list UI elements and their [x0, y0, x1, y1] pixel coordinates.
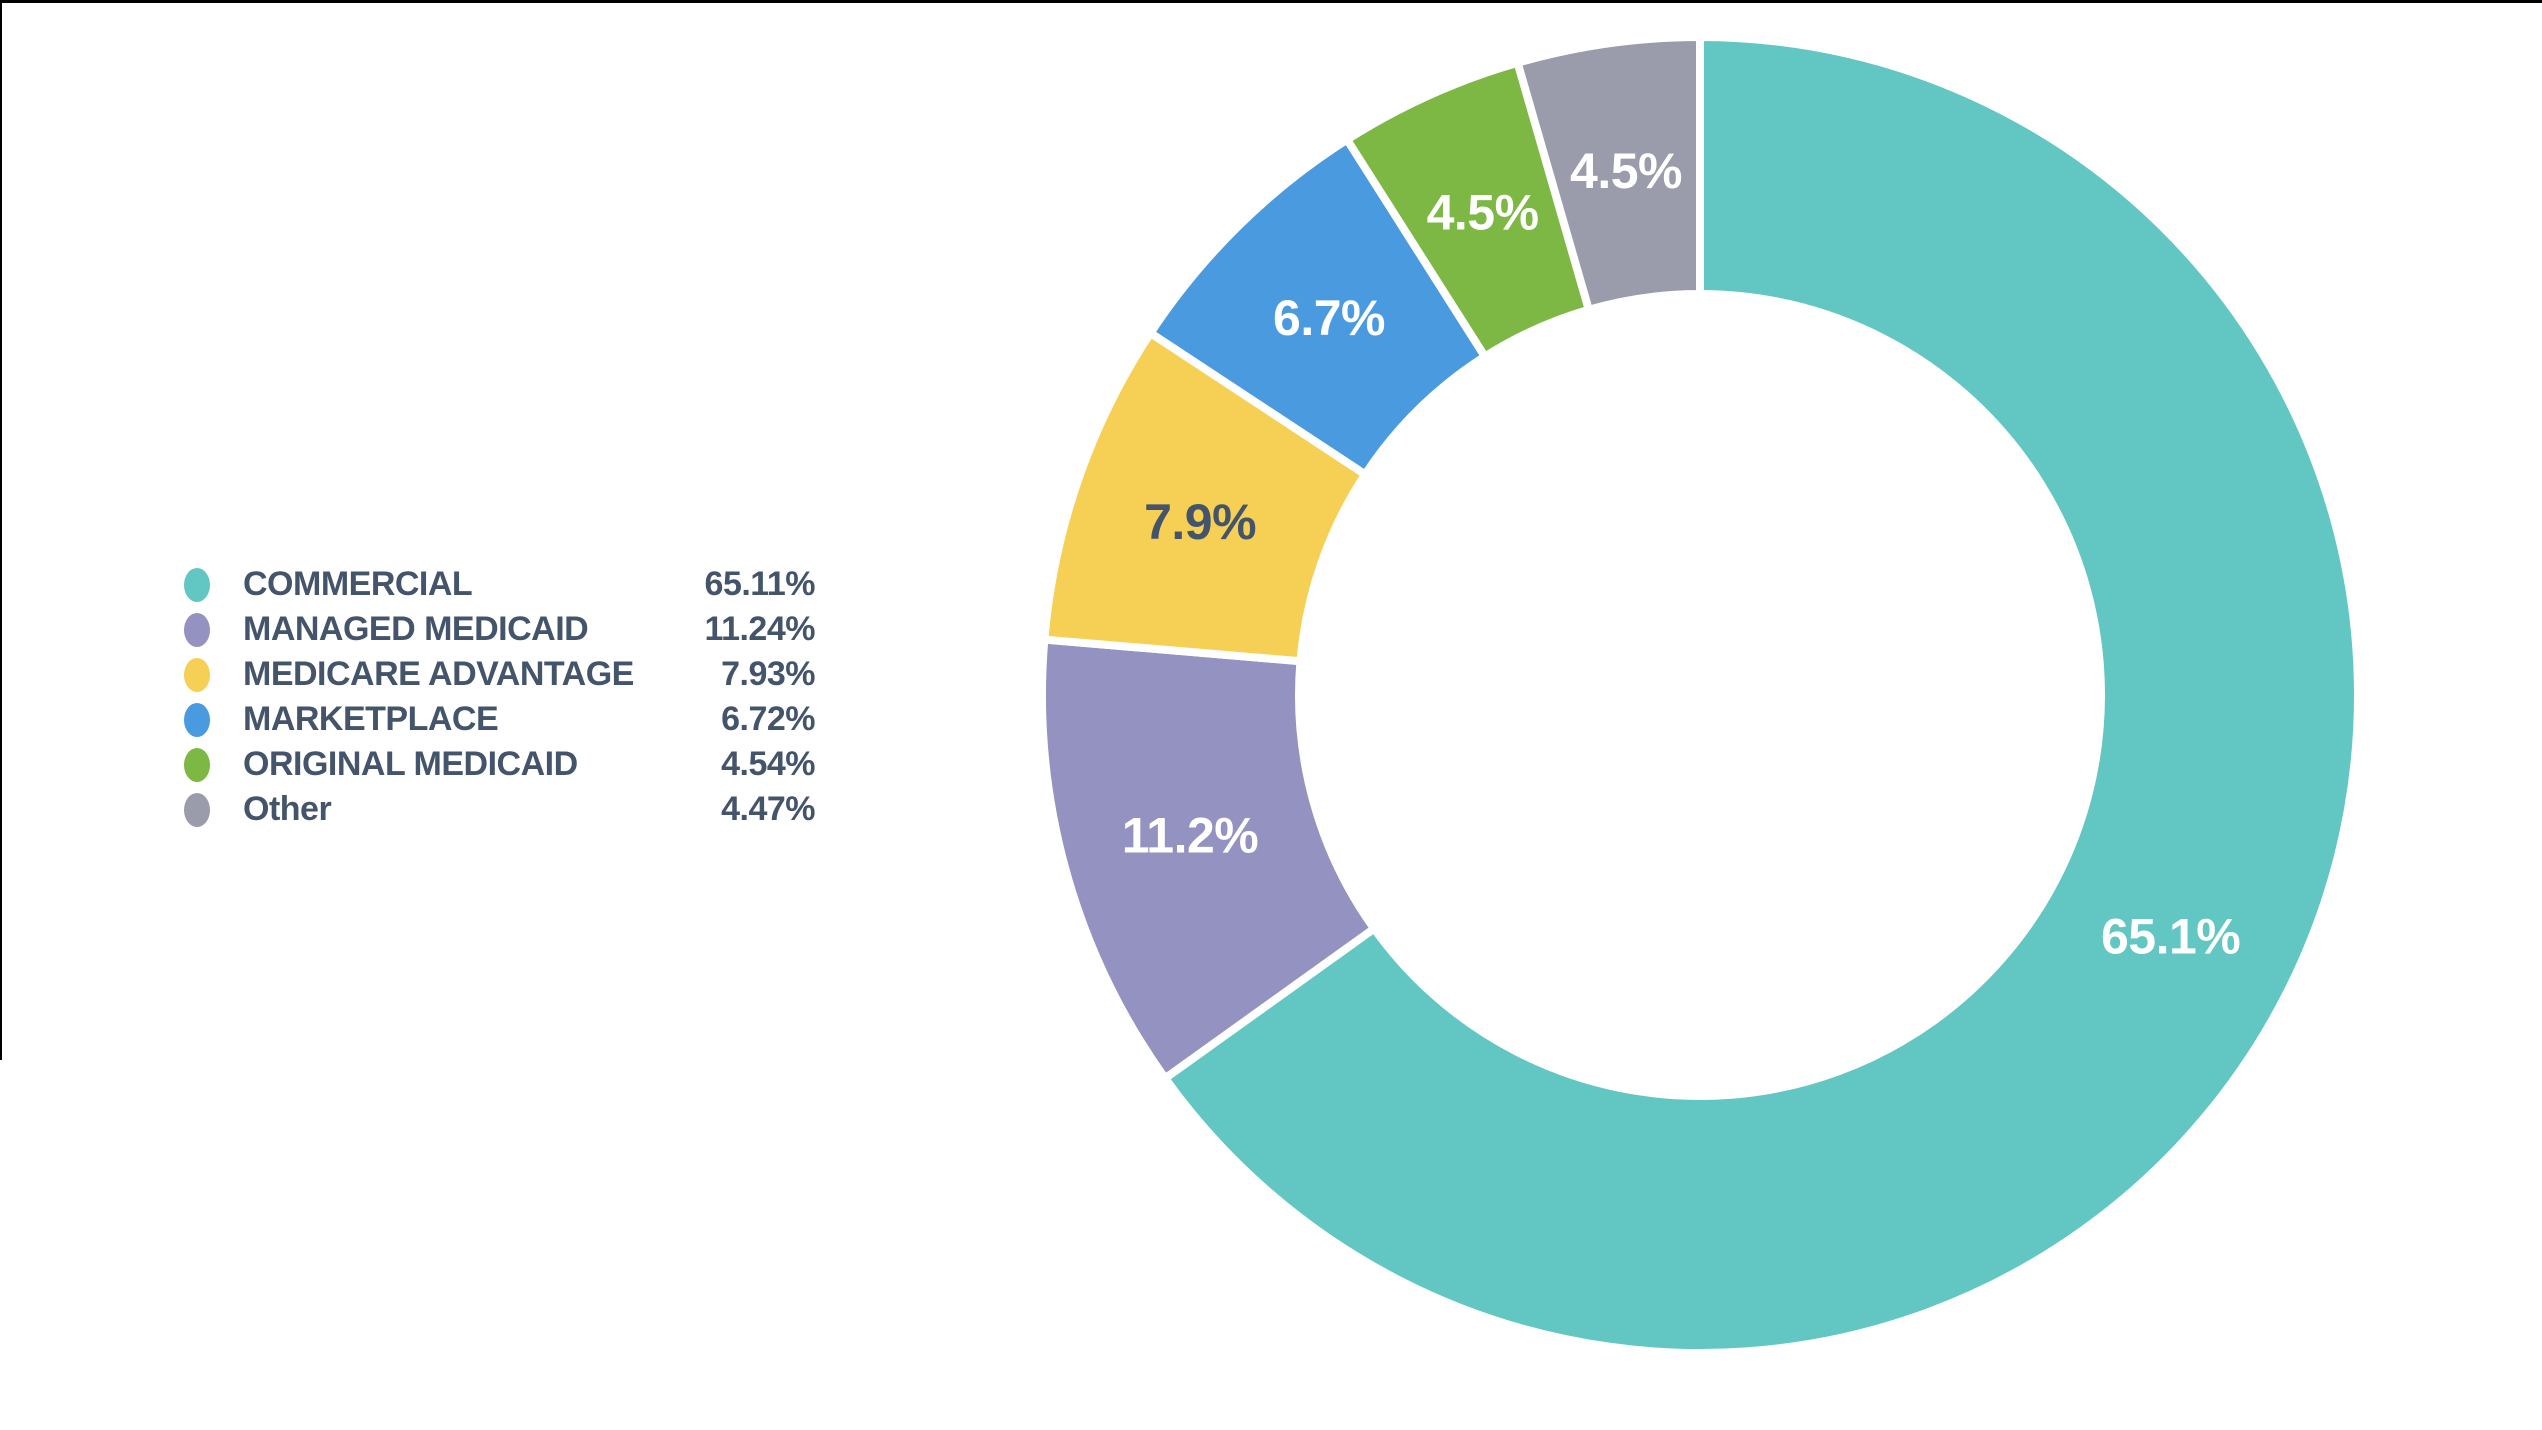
legend-label: MEDICARE ADVANTAGE: [243, 655, 634, 693]
donut-slice-commercial[interactable]: [1159, 32, 2362, 1357]
chart-legend: COMMERCIAL 65.11% MANAGED MEDICAID 11.24% ME…: [184, 562, 816, 832]
legend-item-managed-medicaid[interactable]: MANAGED MEDICAID 11.24%: [184, 607, 816, 652]
legend-value: 11.24%: [704, 610, 816, 648]
legend-swatch: [184, 747, 210, 782]
legend-item-original-medicaid[interactable]: ORIGINAL MEDICAID 4.54%: [184, 742, 816, 787]
legend-value: 6.72%: [721, 700, 815, 738]
slice-label-managed-medicaid: 11.2%: [1122, 808, 1259, 864]
legend-swatch: [184, 657, 210, 692]
slice-label-other: 4.5%: [1570, 143, 1682, 199]
legend-item-commercial[interactable]: COMMERCIAL 65.11%: [184, 562, 816, 607]
legend-label: COMMERCIAL: [243, 565, 473, 603]
legend-swatch: [184, 567, 210, 602]
slice-label-commercial: 65.1%: [2101, 909, 2240, 965]
legend-item-medicare-advantage[interactable]: MEDICARE ADVANTAGE 7.93%: [184, 652, 816, 697]
screenshot-left-border: [0, 0, 2, 1060]
legend-swatch: [184, 702, 210, 737]
legend-value: 4.47%: [721, 790, 815, 828]
legend-item-marketplace[interactable]: MARKETPLACE 6.72%: [184, 697, 816, 742]
legend-label: MANAGED MEDICAID: [243, 610, 589, 648]
legend-value: 7.93%: [721, 655, 815, 693]
donut-slice-managed-medicaid[interactable]: [1038, 635, 1380, 1084]
legend-label: Other: [243, 790, 332, 828]
legend-value: 65.11%: [704, 565, 816, 603]
screenshot-top-border: [0, 0, 2542, 3]
donut-slice-other[interactable]: [1512, 32, 1704, 315]
slice-label-original-medicaid: 4.5%: [1427, 185, 1539, 241]
legend-item-other[interactable]: Other 4.47%: [184, 787, 816, 832]
slice-label-marketplace: 6.7%: [1273, 290, 1385, 346]
legend-label: MARKETPLACE: [243, 700, 499, 738]
legend-swatch: [184, 792, 210, 827]
legend-swatch: [184, 612, 210, 647]
slice-label-medicare-advantage: 7.9%: [1144, 494, 1256, 550]
legend-value: 4.54%: [721, 745, 815, 783]
legend-label: ORIGINAL MEDICAID: [243, 745, 578, 783]
